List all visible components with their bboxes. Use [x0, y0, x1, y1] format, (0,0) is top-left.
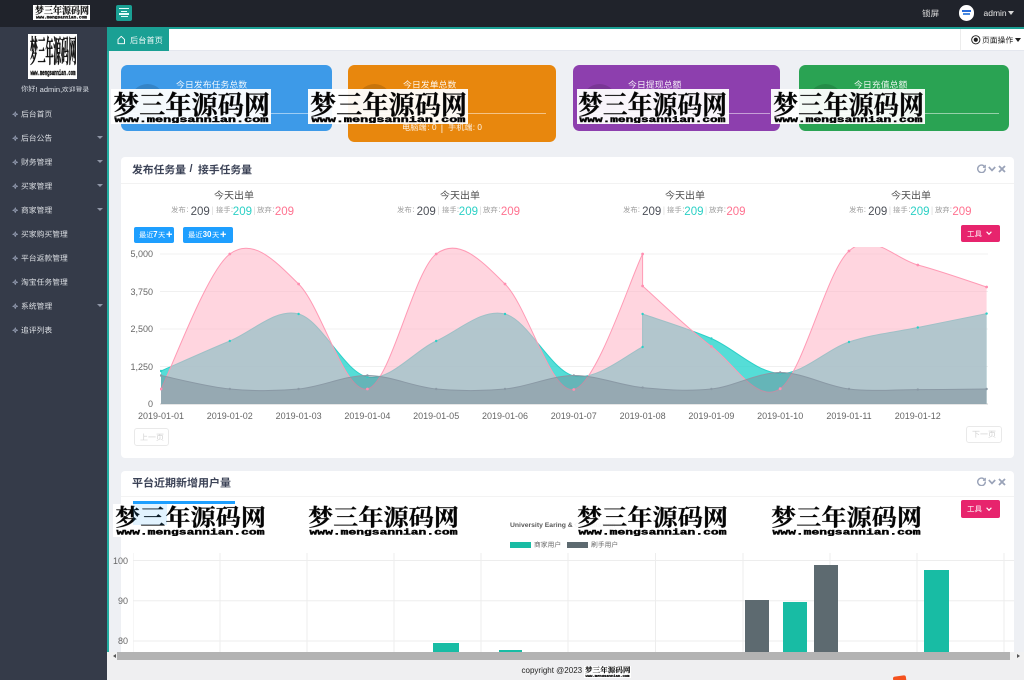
- svg-text:www.mengsannian.com: www.mengsannian.com: [774, 116, 922, 124]
- svg-text:www.mengsannian.com: www.mengsannian.com: [585, 674, 629, 677]
- svg-text:www.mengsannian.com: www.mengsannian.com: [310, 528, 458, 536]
- svg-text:www.mengsannian.com: www.mengsannian.com: [116, 528, 264, 536]
- svg-text:www.mengsannian.com: www.mengsannian.com: [30, 70, 75, 77]
- svg-text:www.mengsannian.com: www.mengsannian.com: [578, 528, 726, 536]
- svg-text:www.mengsannian.com: www.mengsannian.com: [114, 116, 268, 124]
- svg-text:www.mengsannian.com: www.mengsannian.com: [311, 116, 465, 124]
- svg-text:www.mengsannian.com: www.mengsannian.com: [36, 15, 87, 19]
- svg-text:www.mengsannian.com: www.mengsannian.com: [580, 116, 726, 124]
- svg-text:www.mengsannian.com: www.mengsannian.com: [772, 528, 920, 536]
